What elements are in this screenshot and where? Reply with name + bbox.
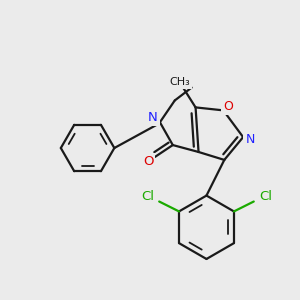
Text: O: O	[223, 100, 233, 113]
Text: CH₃: CH₃	[169, 76, 190, 87]
Text: Cl: Cl	[259, 190, 272, 203]
Text: O: O	[143, 155, 153, 168]
Text: N: N	[148, 111, 158, 124]
Text: Cl: Cl	[141, 190, 154, 203]
Text: N: N	[245, 133, 255, 146]
